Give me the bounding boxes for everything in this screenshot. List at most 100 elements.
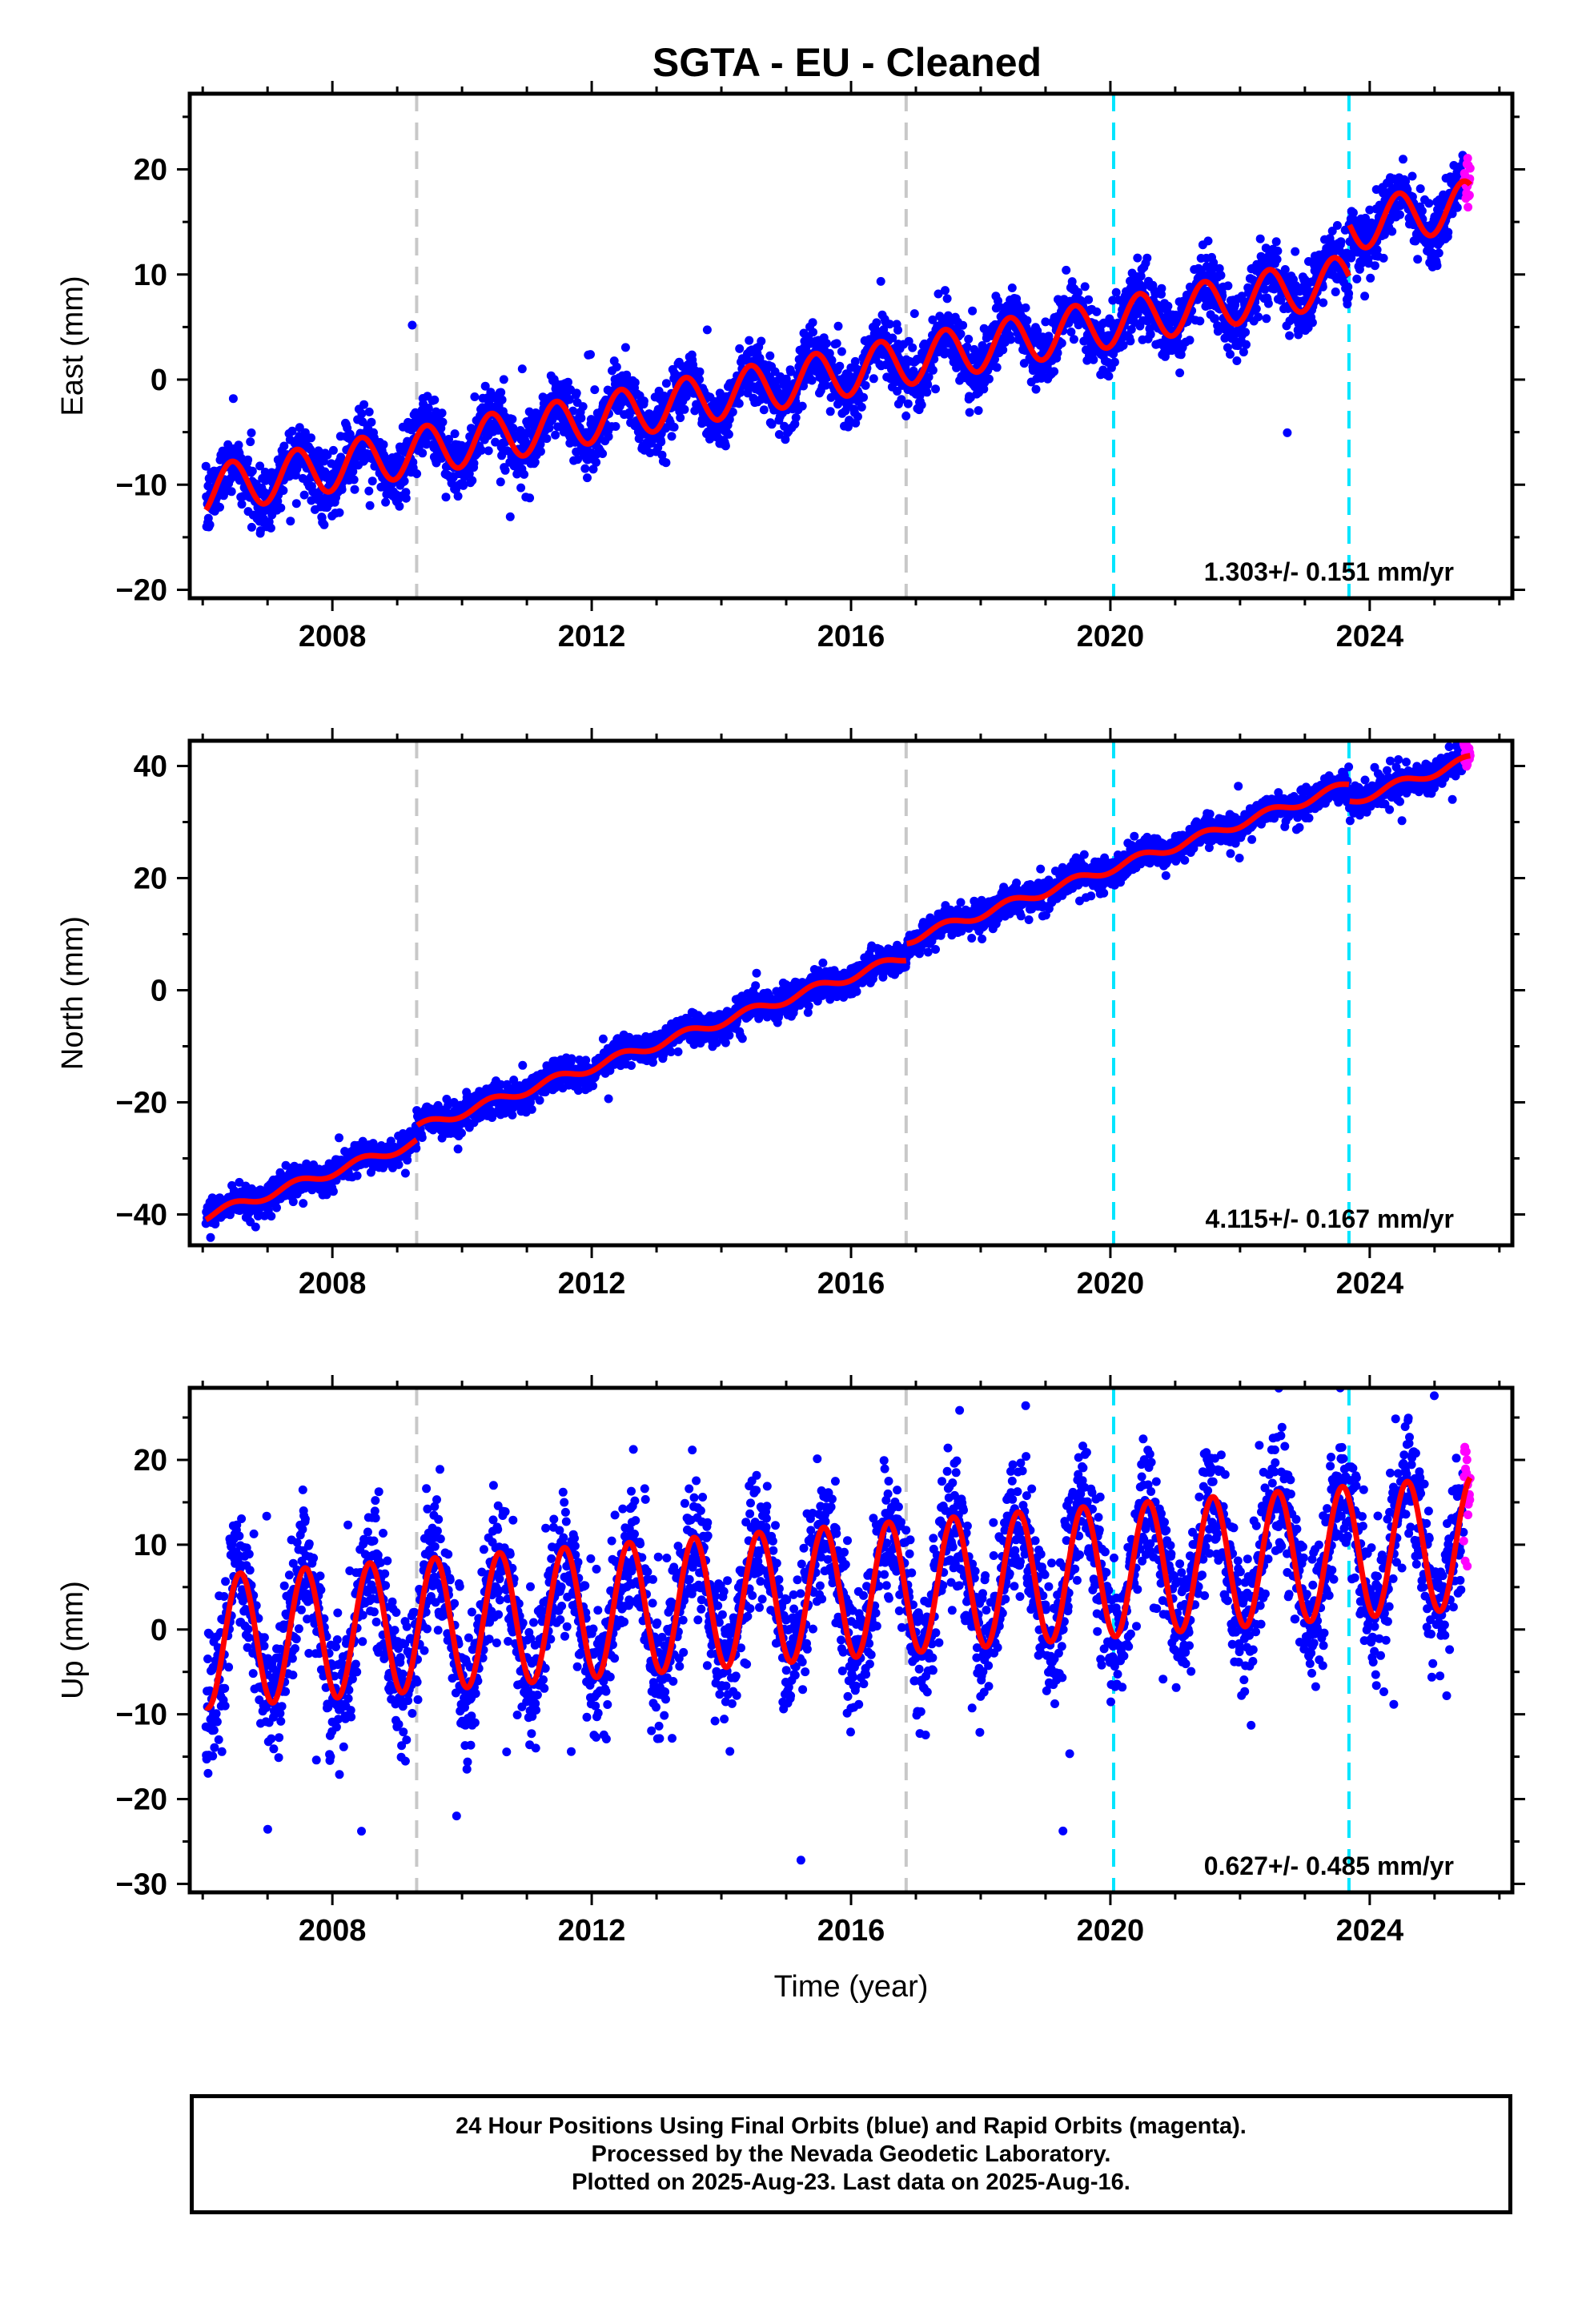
- data-point-1135: [604, 1094, 613, 1104]
- data-point-1392: [695, 367, 705, 376]
- data-point-132: [247, 466, 257, 476]
- data-point-1120: [598, 1034, 608, 1043]
- data-point-622: [422, 440, 432, 449]
- data-point-2988: [1262, 314, 1271, 324]
- data-point-2246: [998, 345, 1008, 355]
- data-point-2272: [1007, 283, 1017, 292]
- data-point-751: [468, 476, 477, 485]
- data-point-1565: [757, 336, 766, 346]
- data-point-1648: [786, 367, 796, 376]
- data-point-3562: [1465, 163, 1475, 173]
- data-point-3041: [1280, 265, 1290, 274]
- data-point-1848: [857, 402, 866, 412]
- data-point-1778: [832, 339, 841, 348]
- data-point-184: [266, 523, 275, 533]
- data-point-2477: [1080, 282, 1090, 292]
- data-point-1031: [567, 1054, 576, 1063]
- data-point-278: [299, 490, 309, 500]
- plot-area: [201, 94, 1475, 598]
- data-point-685: [444, 435, 453, 444]
- data-point-2662: [1146, 330, 1155, 340]
- data-point-1948: [893, 387, 902, 396]
- data-point-582: [408, 320, 417, 330]
- data-point-1349: [680, 404, 689, 414]
- data-point-3556: [1464, 203, 1473, 212]
- data-point-2133: [958, 320, 968, 330]
- data-point-3020: [1273, 246, 1283, 255]
- data-point-3243: [1352, 274, 1362, 283]
- data-point-1069: [580, 464, 590, 473]
- x-tick-label: 2024: [1336, 620, 1404, 653]
- data-point-560: [400, 476, 409, 486]
- data-point-961: [542, 434, 552, 444]
- data-point-3183: [1331, 287, 1340, 296]
- data-point-721: [457, 1128, 466, 1138]
- y-tick-label: −20: [116, 574, 167, 608]
- data-point-3220: [1344, 289, 1354, 298]
- data-point-244: [287, 426, 297, 436]
- chart-title: SGTA - EU - Cleaned: [652, 40, 1042, 85]
- data-point-1485: [728, 408, 737, 416]
- data-point-565: [401, 493, 411, 503]
- data-point-415: [348, 467, 358, 476]
- data-point-1118: [598, 449, 608, 458]
- data-point-3047: [1283, 428, 1292, 437]
- data-point-470: [367, 476, 377, 486]
- data-point-1100: [592, 457, 601, 467]
- data-point-1474: [724, 429, 733, 439]
- data-point-221: [279, 441, 289, 451]
- data-point-550: [396, 455, 406, 464]
- data-point-831: [496, 477, 505, 487]
- data-point-2839: [1209, 258, 1219, 267]
- data-point-3364: [1395, 210, 1404, 219]
- data-point-1221: [634, 434, 644, 444]
- data-point-2056: [931, 384, 940, 394]
- data-point-1747: [821, 380, 830, 390]
- data-point-797: [484, 446, 493, 456]
- data-point-1503: [734, 399, 744, 408]
- data-point-595: [412, 469, 422, 479]
- data-point-2886: [1226, 349, 1235, 359]
- data-point-2924: [1239, 348, 1248, 357]
- data-point-1091: [588, 1081, 598, 1091]
- data-point-1979: [903, 399, 913, 408]
- data-point-3294: [1370, 261, 1379, 271]
- data-point-758: [470, 392, 480, 401]
- data-point-3474: [1434, 248, 1443, 258]
- data-point-2390: [1050, 367, 1059, 376]
- data-point-2585: [1118, 340, 1128, 350]
- data-point-1135: [604, 432, 613, 441]
- data-point-1950: [893, 325, 902, 335]
- data-point-1573: [759, 405, 769, 415]
- data-point-3422: [1415, 184, 1425, 194]
- data-point-1991: [908, 343, 917, 352]
- data-point-702: [450, 429, 460, 439]
- data-point-1590: [765, 351, 775, 360]
- data-point-3342: [1387, 227, 1397, 236]
- data-point-2880: [1223, 281, 1233, 291]
- data-point-256: [291, 499, 301, 509]
- data-point-2824: [1203, 236, 1213, 246]
- data-point-2017: [917, 400, 926, 410]
- data-point-3198: [1336, 237, 1346, 247]
- data-point-2605: [1126, 336, 1135, 346]
- data-point-2207: [984, 374, 994, 384]
- data-point-666: [437, 408, 447, 418]
- data-point-1096: [590, 385, 600, 395]
- data-point-141: [251, 1222, 260, 1232]
- data-point-446: [359, 400, 369, 409]
- data-point-376: [335, 1133, 343, 1143]
- data-point-2652: [1142, 253, 1152, 263]
- data-point-461: [364, 407, 374, 416]
- data-point-3399: [1407, 171, 1417, 181]
- data-point-377: [335, 508, 344, 517]
- data-point-2905: [1232, 356, 1242, 365]
- data-point-212: [276, 503, 286, 513]
- data-point-1531: [745, 336, 754, 345]
- data-point-1413: [702, 325, 712, 335]
- data-point-1092: [588, 464, 598, 474]
- data-point-3281: [1366, 273, 1375, 283]
- data-point-3069: [1291, 247, 1300, 256]
- data-point-2555: [1108, 296, 1118, 305]
